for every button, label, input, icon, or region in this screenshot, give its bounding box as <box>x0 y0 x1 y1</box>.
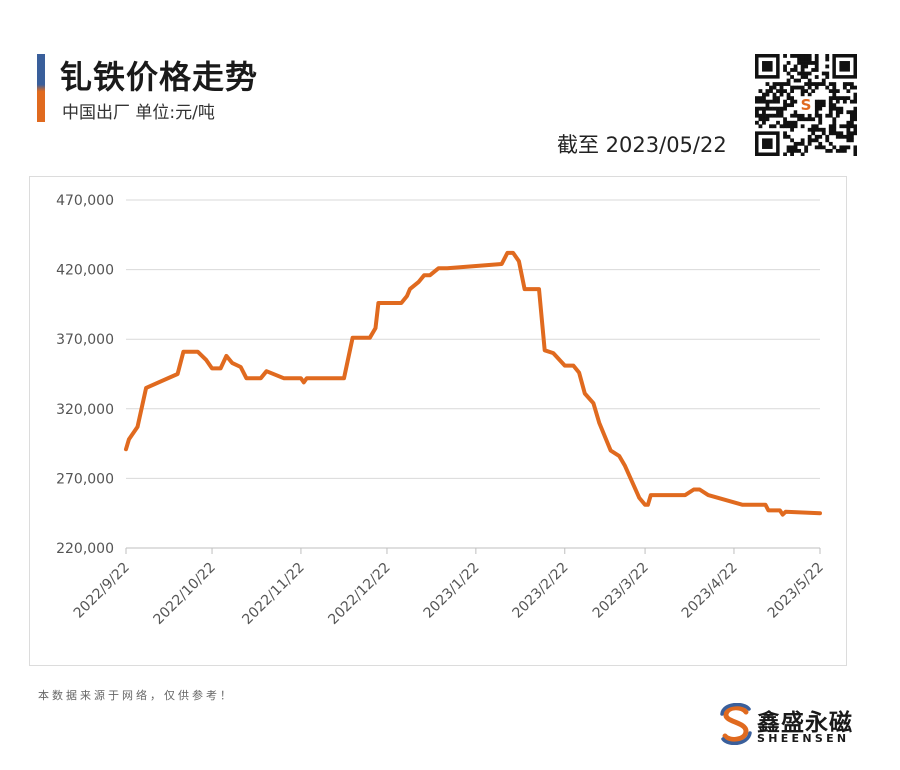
y-tick-label: 420,000 <box>56 263 114 279</box>
brand-name: 鑫盛永磁 <box>757 710 853 736</box>
chart-subtitle: 中国出厂 单位:元/吨 <box>62 103 215 123</box>
x-tick-label: 2023/4/22 <box>679 560 741 622</box>
y-tick-label: 270,000 <box>56 471 114 487</box>
x-tick-label: 2022/10/22 <box>150 560 218 628</box>
x-tick-label: 2022/11/22 <box>239 560 307 628</box>
x-tick-label: 2023/3/22 <box>590 560 652 622</box>
chart-frame <box>29 176 847 666</box>
x-tick-label: 2023/1/22 <box>421 560 483 622</box>
svg-text:S: S <box>801 96 812 114</box>
y-tick-label: 470,000 <box>56 193 114 209</box>
as-of-date: 截至 2023/05/22 <box>557 133 727 157</box>
y-tick-label: 370,000 <box>56 332 114 348</box>
title-accent-bar <box>37 54 45 122</box>
chart-title: 钆铁价格走势 <box>60 58 259 96</box>
source-footnote: 本数据来源于网络，仅供参考！ <box>38 689 234 702</box>
x-tick-label: 2022/12/22 <box>325 560 393 628</box>
qr-code-icon: S <box>755 54 857 156</box>
x-tick-label: 2022/9/22 <box>71 560 133 622</box>
y-tick-label: 320,000 <box>56 402 114 418</box>
brand-name-en: SHEENSEN <box>757 732 850 745</box>
x-tick-label: 2023/5/22 <box>765 560 827 622</box>
x-tick-label: 2023/2/22 <box>510 560 572 622</box>
sheensen-logo-icon <box>720 703 752 745</box>
y-tick-label: 220,000 <box>56 541 114 557</box>
price-line <box>124 250 822 517</box>
